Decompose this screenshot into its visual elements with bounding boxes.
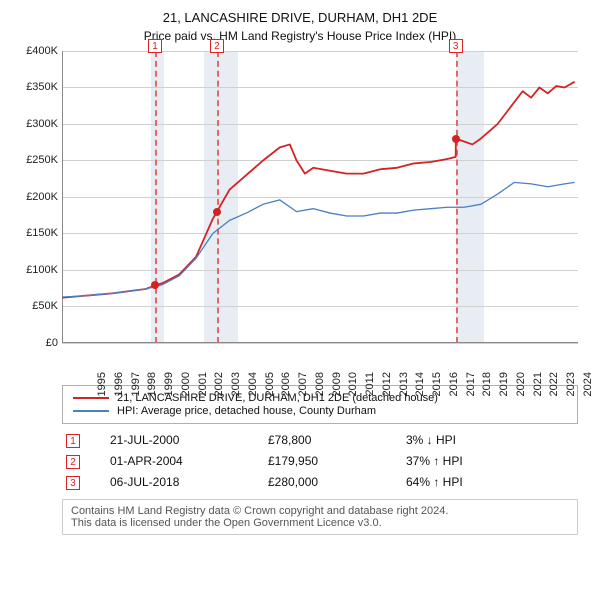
legend-swatch bbox=[73, 410, 109, 412]
attribution-footer: Contains HM Land Registry data © Crown c… bbox=[62, 499, 578, 535]
series-svg bbox=[14, 51, 586, 381]
event-row: 1 21-JUL-2000£78,8003% ↓ HPI bbox=[62, 430, 578, 451]
sale-point bbox=[452, 135, 460, 143]
event-price: £280,000 bbox=[264, 472, 402, 493]
event-delta: 37% ↑ HPI bbox=[402, 451, 578, 472]
event-marker: 2 bbox=[66, 455, 80, 469]
event-price: £179,950 bbox=[264, 451, 402, 472]
series-subject bbox=[62, 82, 575, 298]
event-price: £78,800 bbox=[264, 430, 402, 451]
price-chart: £0£50K£100K£150K£200K£250K£300K£350K£400… bbox=[14, 51, 586, 381]
page-title: 21, LANCASHIRE DRIVE, DURHAM, DH1 2DE bbox=[14, 10, 586, 27]
event-row: 2 01-APR-2004£179,95037% ↑ HPI bbox=[62, 451, 578, 472]
events-table: 1 21-JUL-2000£78,8003% ↓ HPI 2 01-APR-2004£… bbox=[62, 430, 578, 493]
page-subtitle: Price paid vs. HM Land Registry's House … bbox=[14, 29, 586, 43]
footer-line: This data is licensed under the Open Gov… bbox=[71, 517, 569, 529]
footer-line: Contains HM Land Registry data © Crown c… bbox=[71, 505, 569, 517]
event-marker: 1 bbox=[66, 434, 80, 448]
event-delta: 3% ↓ HPI bbox=[402, 430, 578, 451]
event-delta: 64% ↑ HPI bbox=[402, 472, 578, 493]
event-date: 06-JUL-2018 bbox=[106, 472, 264, 493]
event-date: 21-JUL-2000 bbox=[106, 430, 264, 451]
sale-point bbox=[213, 208, 221, 216]
event-row: 3 06-JUL-2018£280,00064% ↑ HPI bbox=[62, 472, 578, 493]
sale-point bbox=[151, 281, 159, 289]
event-date: 01-APR-2004 bbox=[106, 451, 264, 472]
event-marker: 3 bbox=[66, 476, 80, 490]
series-hpi bbox=[62, 182, 575, 297]
